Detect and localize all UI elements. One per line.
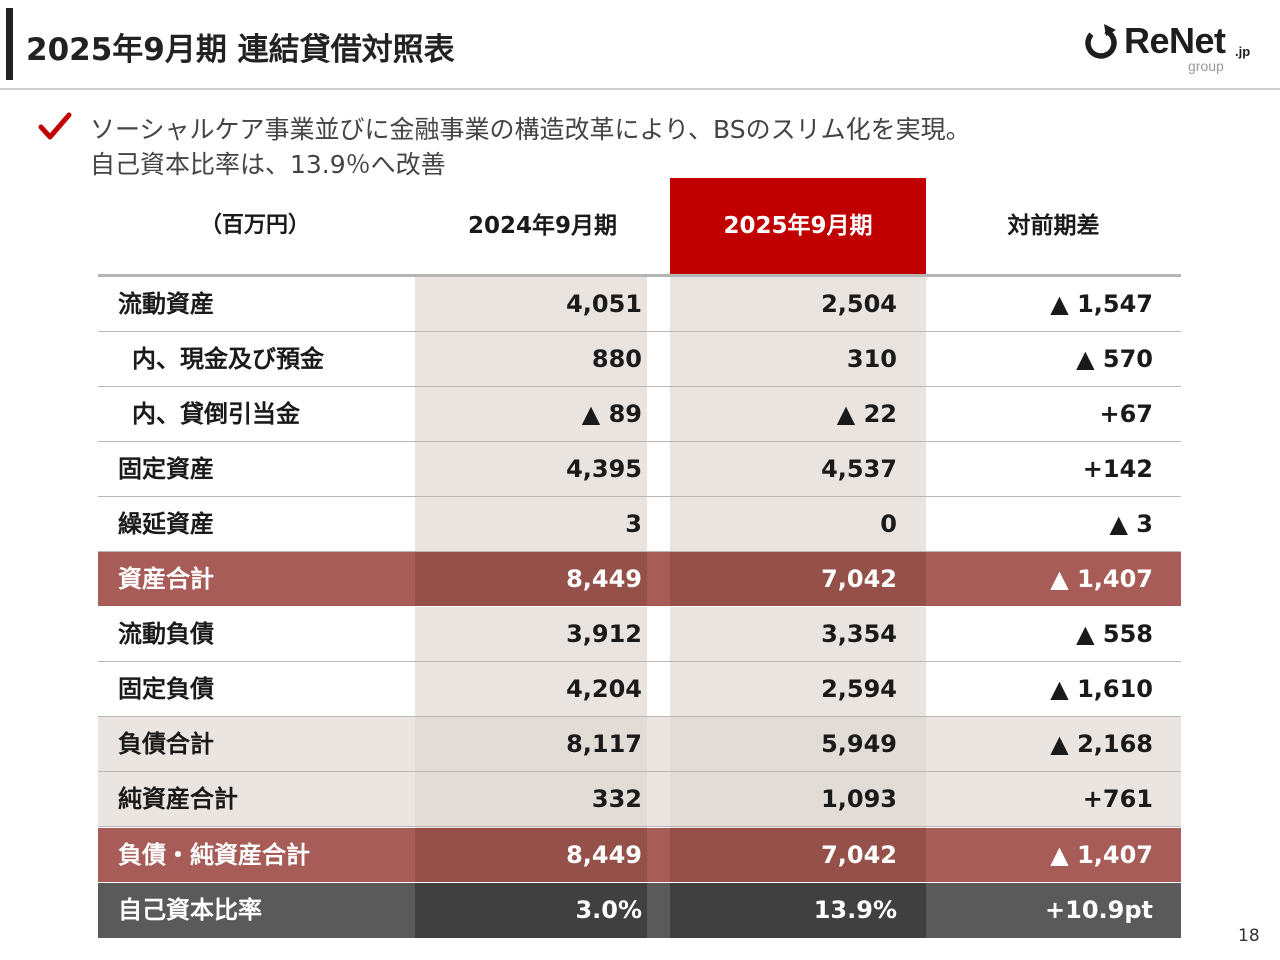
row-label: 流動資産	[118, 290, 214, 318]
logo-group-text: group	[1188, 58, 1224, 74]
value-2025: 0	[880, 510, 897, 538]
page-title: 2025年9月期 連結貸借対照表	[26, 32, 455, 68]
table-row: 固定資産 4,395 4,537 +142	[98, 442, 1181, 497]
subtotal-row-liabilities: 負債合計 8,117 5,949 ▲ 2,168	[98, 717, 1181, 772]
value-2025: 7,042	[821, 565, 897, 593]
value-2024: 332	[591, 785, 642, 813]
value-2025: 4,537	[821, 455, 897, 483]
row-label: 内、貸倒引当金	[132, 400, 300, 428]
header-highlight-2025	[670, 178, 926, 276]
value-2024: 3,912	[566, 620, 642, 648]
value-2025: 7,042	[821, 841, 897, 869]
subtotal-row-net-assets: 純資産合計 332 1,093 +761	[98, 772, 1181, 827]
logo-suffix: .jp	[1235, 44, 1251, 59]
row-label: 自己資本比率	[118, 896, 262, 924]
row-label: 固定資産	[118, 455, 214, 483]
value-diff: +142	[1082, 455, 1153, 483]
summary-line-2: 自己資本比率は、13.9％へ改善	[90, 150, 446, 179]
value-2025: 310	[846, 345, 897, 373]
row-label: 繰延資産	[118, 510, 214, 538]
value-diff: +10.9pt	[1045, 896, 1153, 924]
equity-ratio-row: 自己資本比率 3.0% 13.9% +10.9pt	[98, 883, 1181, 938]
total-row-assets: 資産合計 8,449 7,042 ▲ 1,407	[98, 552, 1181, 607]
page-number: 18	[1238, 926, 1260, 946]
value-diff: ▲ 3	[1109, 510, 1153, 538]
table-row: 固定負債 4,204 2,594 ▲ 1,610	[98, 662, 1181, 717]
value-2024: 8,449	[566, 565, 642, 593]
value-2024: 8,117	[566, 730, 642, 758]
value-2024: 4,051	[566, 290, 642, 318]
value-diff: +761	[1082, 785, 1153, 813]
total-shade-2024	[415, 552, 647, 606]
value-2025: 13.9%	[813, 896, 897, 924]
row-label: 固定負債	[118, 675, 214, 703]
renet-ring-icon	[1085, 24, 1117, 59]
title-accent-bar	[6, 8, 13, 80]
value-diff: ▲ 2,168	[1050, 730, 1153, 758]
value-diff: ▲ 1,407	[1050, 841, 1153, 869]
header-unit: （百万円）	[199, 213, 310, 238]
value-2024: 8,449	[566, 841, 642, 869]
table-row: 内、現金及び預金 880 310 ▲ 570	[98, 332, 1181, 387]
value-2024: 3	[625, 510, 642, 538]
value-diff: ▲ 558	[1076, 620, 1153, 648]
value-2024: 880	[591, 345, 642, 373]
row-label: 内、現金及び預金	[132, 345, 324, 373]
row-label: 負債合計	[118, 730, 214, 758]
title-bar: 2025年9月期 連結貸借対照表	[0, 0, 1280, 90]
logo-wordmark: ReNet	[1124, 20, 1226, 61]
band-shade-2024	[415, 772, 647, 826]
header-divider	[98, 274, 1181, 277]
table-row: 繰延資産 3 0 ▲ 3	[98, 497, 1181, 552]
band-shade-2024	[415, 717, 647, 771]
value-2025: 2,594	[821, 675, 897, 703]
total-shade-2025	[670, 552, 926, 606]
value-diff: +67	[1099, 400, 1153, 428]
value-2025: 3,354	[821, 620, 897, 648]
ratio-shade-2025	[670, 883, 926, 938]
renet-logo: ReNet .jp group	[1082, 20, 1262, 76]
row-label: 資産合計	[118, 565, 214, 593]
table-row: 流動負債 3,912 3,354 ▲ 558	[98, 607, 1181, 662]
ratio-shade-2024	[415, 883, 647, 938]
band-shade-2025	[670, 717, 926, 771]
row-label: 純資産合計	[118, 785, 238, 813]
value-2024: 4,395	[566, 455, 642, 483]
value-2024: ▲ 89	[581, 400, 642, 428]
table-row: 内、貸倒引当金 ▲ 89 ▲ 22 +67	[98, 387, 1181, 442]
header-2025: 2025年9月期	[723, 213, 873, 239]
row-label: 負債・純資産合計	[118, 841, 310, 869]
value-2025: ▲ 22	[836, 400, 897, 428]
value-diff: ▲ 1,407	[1050, 565, 1153, 593]
value-2025: 5,949	[821, 730, 897, 758]
value-diff: ▲ 570	[1076, 345, 1153, 373]
checkmark-icon	[38, 112, 72, 140]
value-2025: 2,504	[821, 290, 897, 318]
value-diff: ▲ 1,610	[1050, 675, 1153, 703]
band-shade-2025	[670, 772, 926, 826]
value-2024: 3.0%	[575, 896, 642, 924]
summary-line-1: ソーシャルケア事業並びに金融事業の構造改革により、BSのスリム化を実現。	[90, 115, 971, 144]
total-shade-2024	[415, 828, 647, 882]
value-2025: 1,093	[821, 785, 897, 813]
value-diff: ▲ 1,547	[1050, 290, 1153, 318]
table-row: 流動資産 4,051 2,504 ▲ 1,547	[98, 277, 1181, 332]
value-2024: 4,204	[566, 675, 642, 703]
total-row-liabilities-net-assets: 負債・純資産合計 8,449 7,042 ▲ 1,407	[98, 828, 1181, 883]
header-2024: 2024年9月期	[467, 213, 618, 239]
total-shade-2025	[670, 828, 926, 882]
header-diff: 対前期差	[1007, 213, 1100, 239]
row-label: 流動負債	[118, 620, 214, 648]
